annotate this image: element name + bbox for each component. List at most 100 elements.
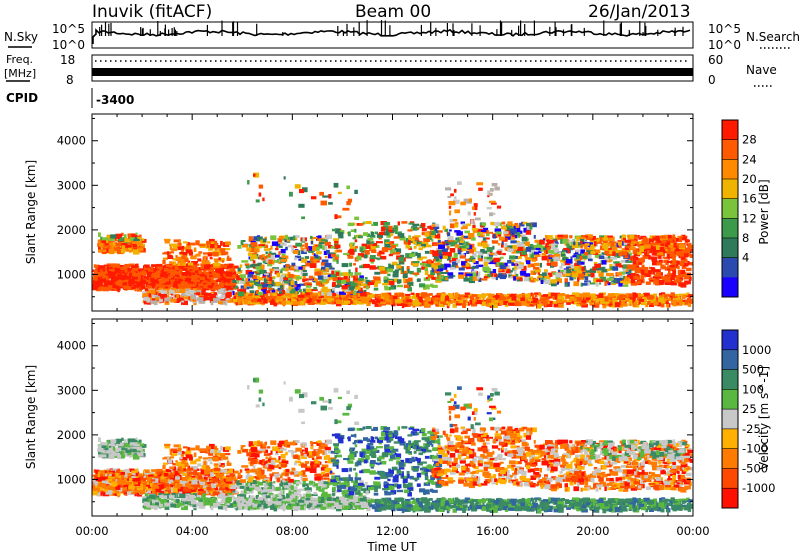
scatter-cell	[354, 228, 357, 233]
scatter-cell	[456, 237, 460, 243]
scatter-cell	[417, 252, 421, 258]
scatter-cell	[239, 264, 243, 268]
scatter-cell	[652, 248, 657, 254]
scatter-cell	[454, 292, 459, 298]
scatter-cell	[263, 248, 271, 251]
scatter-cell	[316, 281, 322, 286]
scatter-cell	[522, 295, 527, 299]
scatter-cell	[255, 266, 262, 270]
scatter-cell	[398, 260, 405, 264]
scatter-cell	[638, 241, 642, 244]
scatter-cell	[525, 257, 530, 262]
scatter-cell	[593, 252, 599, 255]
scatter-cell	[670, 282, 676, 286]
scatter-cell	[627, 252, 632, 256]
scatter-cell	[547, 301, 553, 304]
scatter-cell	[193, 247, 197, 252]
scatter-cell	[326, 234, 332, 239]
scatter-cell	[599, 276, 607, 282]
scatter-cell	[341, 285, 348, 290]
scatter-cell	[425, 277, 428, 280]
scatter-cell	[412, 241, 417, 245]
scatter-cell	[230, 280, 233, 284]
scatter-cell	[546, 241, 554, 244]
scatter-cell	[371, 249, 377, 253]
scatter-cell	[491, 202, 497, 205]
scatter-cell	[298, 203, 305, 208]
scatter-cell	[598, 293, 604, 298]
scatter-cell	[255, 283, 262, 287]
scatter-cell	[386, 242, 393, 245]
nave-label: Nave	[746, 63, 777, 77]
scatter-cell	[121, 243, 128, 246]
scatter-cell	[473, 203, 478, 207]
scatter-cell	[354, 274, 358, 279]
scatter-cell	[666, 297, 672, 302]
scatter-cell	[426, 263, 434, 268]
scatter-cell	[432, 224, 436, 227]
scatter-cell	[389, 249, 396, 254]
scatter-cell	[407, 277, 413, 282]
scatter-cell	[215, 268, 223, 273]
scatter-cell	[207, 253, 213, 257]
scatter-cell	[168, 290, 175, 294]
scatter-cell	[274, 270, 279, 275]
scatter-cell	[690, 262, 693, 266]
scatter-cell	[489, 253, 495, 256]
scatter-cell	[268, 251, 272, 254]
scatter-cell	[439, 256, 443, 259]
scatter-cell	[440, 297, 445, 302]
scatter-cell	[254, 248, 260, 253]
scatter-cell	[461, 296, 468, 299]
scatter-cell	[595, 294, 599, 299]
scatter-cell	[669, 237, 676, 240]
scatter-cell	[613, 279, 617, 282]
scatter-cell	[161, 276, 165, 280]
scatter-cell	[447, 302, 451, 307]
scatter-cell	[417, 257, 423, 261]
scatter-cell	[619, 280, 625, 284]
scatter-cell	[209, 295, 212, 301]
scatter-cell	[341, 263, 349, 268]
scatter-cell	[597, 241, 602, 244]
scatter-cell	[560, 269, 564, 273]
scatter-cell	[383, 294, 390, 298]
scatter-cell	[226, 257, 232, 261]
scatter-cell	[454, 209, 460, 214]
scatter-cell	[523, 227, 529, 233]
scatter-cell	[228, 289, 234, 294]
scatter-cell	[496, 262, 503, 267]
scatter-cell	[472, 222, 476, 228]
scatter-cell	[267, 262, 273, 267]
scatter-cell	[477, 242, 484, 247]
scatter-cell	[375, 241, 383, 244]
scatter-cell	[247, 180, 250, 185]
scatter-cell	[448, 200, 456, 206]
scatter-cell	[321, 266, 326, 270]
scatter-cell	[637, 295, 644, 301]
scatter-cell	[251, 292, 258, 298]
scatter-cell	[436, 280, 442, 283]
scatter-cell	[151, 264, 159, 267]
scatter-cell	[307, 295, 312, 298]
scatter-cell	[336, 301, 342, 307]
scatter-cell	[530, 292, 534, 297]
scatter-cell	[457, 181, 462, 185]
scatter-cell	[106, 235, 110, 239]
scatter-cell	[435, 257, 440, 262]
scatter-cell	[159, 286, 165, 289]
scatter-cell	[565, 266, 571, 272]
scatter-cell	[521, 301, 529, 306]
scatter-cell	[294, 184, 301, 189]
scatter-cell	[622, 303, 628, 307]
scatter-cell	[433, 301, 438, 305]
scatter-cell	[319, 299, 327, 303]
scatter-cell	[634, 293, 638, 298]
scatter-cell	[300, 266, 306, 271]
scatter-cell	[284, 280, 290, 284]
scatter-cell	[522, 221, 528, 225]
scatter-cell	[613, 242, 617, 247]
scatter-cell	[293, 249, 299, 254]
scatter-cell	[215, 279, 222, 283]
scatter-cell	[553, 254, 561, 259]
